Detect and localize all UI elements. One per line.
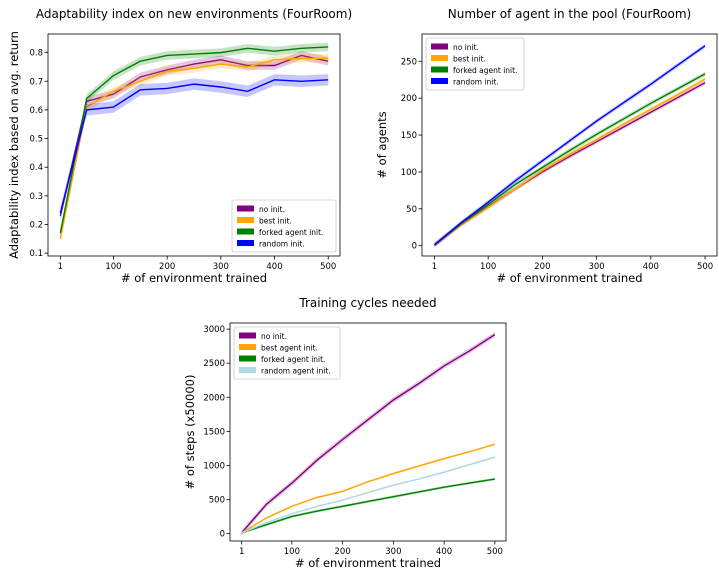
x-tick-label: 1 (432, 262, 437, 272)
y-tick-label: 0.6 (29, 106, 43, 116)
series-line-random-agent-init (241, 456, 496, 534)
chart-training-cycles: Training cycles needed 1 100 200 300 400 500 0 5… (183, 296, 507, 569)
x-tick-label: 400 (436, 547, 452, 557)
legend-entry-no-init: no init. (259, 205, 285, 214)
series-line-forked-agent-init (59, 46, 329, 234)
legend-entry-forked-agent-init: forked agent init. (259, 228, 323, 237)
y-tick-label: 0 (220, 530, 225, 540)
x-tick-label: 400 (643, 262, 659, 272)
y-axis-label: # of agents (375, 111, 389, 178)
legend-entry-forked-agent-init: forked agent init. (453, 66, 517, 75)
chart-title: Adaptability index on new environments (… (36, 7, 352, 21)
legend-swatch-no-init (239, 332, 256, 339)
y-tick-label: 0 (412, 242, 417, 252)
y-tick-label: 1000 (203, 461, 225, 471)
y-tick-label: 0.1 (29, 249, 43, 259)
chart-title: Training cycles needed (298, 296, 436, 310)
y-tick-label: 0.8 (29, 49, 43, 59)
x-tick-label: 100 (480, 262, 496, 272)
x-tick-label: 200 (159, 262, 175, 272)
series-line-best-init (434, 78, 706, 246)
legend-swatch-forked-agent-init (431, 66, 448, 73)
chart-title: Number of agent in the pool (FourRoom) (448, 7, 691, 21)
x-axis-label: # of environment trained (496, 271, 642, 285)
series-line-no-init (241, 333, 496, 534)
legend-swatch-no-init (431, 43, 448, 50)
x-tick-label: 1 (239, 547, 244, 557)
legend-swatch-best-init (237, 217, 254, 223)
series-band-forked-agent-init (241, 477, 495, 535)
y-tick-label: 0.7 (29, 77, 43, 87)
legend: no init. best init. forked agent init. rand… (231, 199, 337, 253)
legend: no init. best agent init. forked agent ini… (233, 326, 341, 380)
chart-agent-pool: Number of agent in the pool (FourRoom) 1 1… (375, 7, 718, 285)
x-tick-label: 300 (385, 547, 401, 557)
series-line-forked-agent-init (241, 478, 495, 534)
x-tick-label: 500 (320, 262, 336, 272)
legend-entry-random-init: random init. (259, 240, 305, 249)
y-tick-label: 250 (401, 57, 417, 67)
legend-box (425, 37, 525, 91)
y-tick-label: 2500 (203, 359, 225, 369)
legend-entry-no-init: no init. (453, 43, 479, 52)
series-band-no-init (241, 331, 495, 536)
series-line-random-init (59, 79, 329, 214)
legend-entry-best-init: best init. (453, 55, 486, 64)
y-tick-label: 3000 (203, 325, 225, 335)
y-tick-label: 0.4 (29, 163, 43, 173)
plot-frame (421, 33, 718, 257)
plot-frame (229, 322, 507, 542)
x-axis-label: # of environment trained (121, 271, 267, 285)
y-tick-label: 1500 (203, 427, 225, 437)
series-band-random-init (434, 43, 706, 248)
legend-entry-forked-agent-init: forked agent init. (261, 355, 325, 364)
legend-swatch-random-init (237, 240, 254, 246)
x-tick-label: 100 (284, 547, 300, 557)
legend-swatch-best-agent-init (239, 344, 256, 350)
series-line-best-init (59, 57, 329, 239)
legend-entry-best-init: best init. (259, 217, 292, 226)
y-tick-label: 200 (401, 94, 417, 104)
x-tick-label: 400 (266, 262, 282, 272)
y-tick-label: 100 (401, 168, 417, 178)
plot-frame (47, 33, 341, 257)
legend-entry-random-agent-init: random agent init. (261, 367, 331, 376)
legend-swatch-random-agent-init (239, 367, 256, 373)
x-axis-label: # of environment trained (295, 556, 441, 569)
y-tick-label: 2000 (203, 393, 225, 403)
y-tick-label: 0.5 (29, 135, 43, 145)
series-line-forked-agent-init (434, 73, 706, 246)
series-band-forked-agent-init (434, 71, 706, 248)
x-tick-label: 300 (588, 262, 604, 272)
y-tick-label: 0.2 (29, 220, 43, 230)
legend-swatch-random-init (431, 78, 448, 84)
x-tick-label: 500 (487, 547, 503, 557)
legend-swatch-best-init (431, 55, 448, 61)
legend-swatch-forked-agent-init (239, 355, 256, 362)
x-tick-label: 200 (534, 262, 550, 272)
chart-adaptability: Adaptability index on new environments (… (7, 7, 352, 285)
series-line-random-init (434, 45, 706, 246)
x-tick-label: 1 (58, 262, 63, 272)
x-tick-label: 100 (105, 262, 121, 272)
x-tick-label: 200 (335, 547, 351, 557)
y-tick-label: 0.3 (29, 192, 43, 202)
y-axis-label: Adaptability index based on avg. return (7, 31, 21, 259)
series-line-best-agent-init (241, 443, 496, 534)
y-tick-label: 500 (209, 495, 225, 505)
legend: no init. best init. forked agent init. rand… (425, 37, 525, 91)
series-line-no-init (434, 82, 706, 246)
y-tick-label: 150 (401, 131, 417, 141)
legend-box (233, 326, 341, 380)
legend-entry-no-init: no init. (261, 332, 287, 341)
x-tick-label: 300 (213, 262, 229, 272)
legend-box (231, 199, 337, 253)
legend-swatch-no-init (237, 205, 254, 212)
x-tick-label: 500 (697, 262, 713, 272)
legend-entry-random-init: random init. (453, 78, 499, 87)
y-tick-label: 50 (406, 205, 417, 215)
y-axis-label: # of steps (x50000) (183, 375, 197, 490)
legend-swatch-forked-agent-init (237, 228, 254, 235)
legend-entry-best-agent-init: best agent init. (261, 344, 318, 353)
